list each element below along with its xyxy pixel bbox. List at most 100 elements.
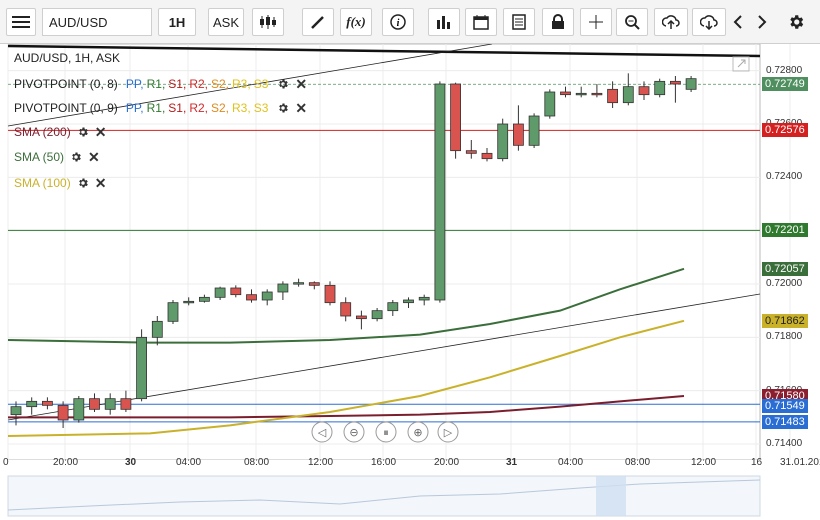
legend-level-r2: R2, bbox=[189, 77, 208, 91]
time-tick: 08:00 bbox=[244, 457, 270, 468]
close-icon[interactable]: ✕ bbox=[88, 148, 100, 165]
legend-pivot-9: PIVOTPOINT (0, 9) PP, R1, S1, R2, S2, R3, S3 ✕ bbox=[14, 100, 307, 116]
candle-body bbox=[151, 320, 163, 338]
trend-lines bbox=[7, 44, 761, 421]
close-icon[interactable]: ✕ bbox=[295, 99, 308, 116]
candle-body bbox=[26, 400, 38, 408]
candle-body bbox=[89, 398, 100, 410]
time-tick: 04:00 bbox=[558, 457, 584, 468]
prev-icon bbox=[733, 15, 742, 29]
gear-icon[interactable] bbox=[277, 102, 289, 114]
nav-first-icon bbox=[311, 421, 333, 443]
time-tick: 31 bbox=[506, 457, 518, 468]
chart-type-button[interactable] bbox=[252, 8, 284, 36]
svg-text:i: i bbox=[397, 18, 400, 29]
legend-sma-200: SMA (200) ✕ bbox=[14, 124, 106, 140]
price-type-button[interactable]: ASK bbox=[208, 8, 244, 36]
candle-body bbox=[528, 115, 540, 146]
candle-body bbox=[497, 123, 509, 160]
news-button[interactable] bbox=[503, 8, 535, 36]
upload-button[interactable] bbox=[654, 8, 688, 36]
timeframe-button[interactable]: 1H bbox=[158, 8, 196, 36]
menu-button[interactable] bbox=[6, 8, 36, 36]
gear-icon[interactable] bbox=[70, 151, 82, 163]
candle-body bbox=[403, 299, 414, 304]
info-button[interactable]: i bbox=[382, 8, 414, 36]
candle-body bbox=[481, 152, 493, 160]
candle-body bbox=[246, 294, 257, 301]
zoom-button[interactable] bbox=[616, 8, 648, 36]
calendar-button[interactable] bbox=[465, 8, 497, 36]
nav-first-icon-glyph: ◁ bbox=[318, 426, 327, 439]
candle-body bbox=[450, 83, 462, 152]
navigator[interactable]: ◁ ⊖ ⏸ ⊕ ▷ bbox=[7, 421, 761, 517]
time-tick: 04:00 bbox=[176, 457, 202, 468]
navigator-strip bbox=[7, 475, 761, 517]
close-icon[interactable]: ✕ bbox=[94, 174, 107, 191]
close-icon[interactable]: ✕ bbox=[94, 123, 107, 140]
settings-button[interactable] bbox=[782, 8, 810, 36]
next-button[interactable] bbox=[752, 8, 772, 36]
lock-button[interactable] bbox=[542, 8, 574, 36]
trend-line-upper bbox=[7, 44, 493, 127]
sma-50-line bbox=[7, 267, 685, 344]
legend-label: PIVOTPOINT (0, 9) bbox=[14, 101, 118, 115]
chart-area[interactable]: ◁ ⊖ ⏸ ⊕ ▷ AUD/USD, 1H, ASK PIVOTPOINT (0, 8)… bbox=[0, 44, 820, 520]
bars-button[interactable] bbox=[428, 8, 460, 36]
legend-label: PIVOTPOINT (0, 8) bbox=[14, 77, 118, 91]
candle-body bbox=[277, 283, 289, 293]
fx-button[interactable]: f(x) bbox=[340, 8, 372, 36]
candle-body bbox=[324, 284, 336, 304]
candle-body bbox=[261, 291, 273, 301]
candle-body bbox=[230, 287, 242, 296]
gear-icon[interactable] bbox=[77, 126, 89, 138]
crosshair-icon bbox=[589, 15, 603, 29]
time-tick: 16:00 bbox=[371, 457, 397, 468]
time-tick: 08:00 bbox=[625, 457, 651, 468]
download-button[interactable] bbox=[692, 8, 726, 36]
candle-body bbox=[42, 400, 53, 406]
candle-body bbox=[654, 80, 666, 96]
draw-icon bbox=[311, 16, 324, 29]
bars-icon bbox=[437, 16, 450, 29]
legend-level-r2: R2, bbox=[189, 101, 208, 115]
nav-next-icon-glyph: ▷ bbox=[444, 426, 453, 439]
chart-canvas[interactable]: ◁ ⊖ ⏸ ⊕ ▷ bbox=[0, 44, 820, 520]
price-tick: 0.72000 bbox=[766, 278, 803, 289]
candle-body bbox=[465, 150, 477, 154]
candle-body bbox=[73, 398, 85, 421]
candle-body bbox=[434, 83, 446, 301]
crosshair-button[interactable] bbox=[580, 8, 612, 36]
legend-level-s1: S1, bbox=[168, 77, 187, 91]
calendar-icon bbox=[473, 15, 489, 30]
candle-body bbox=[607, 88, 618, 104]
lock-icon bbox=[552, 14, 564, 29]
time-tick: 12:00 bbox=[691, 457, 717, 468]
legend-label: SMA (50) bbox=[14, 150, 65, 164]
price-tick: 0.71800 bbox=[766, 331, 803, 343]
price-label: 0.71549 bbox=[762, 399, 808, 414]
price-label: 0.72201 bbox=[762, 223, 808, 238]
settings-icon bbox=[790, 15, 804, 29]
prev-button[interactable] bbox=[728, 8, 748, 36]
symbol-input[interactable] bbox=[42, 8, 152, 36]
nav-next-icon bbox=[437, 421, 459, 443]
gear-icon[interactable] bbox=[77, 177, 89, 189]
price-tick: 0.71400 bbox=[766, 438, 803, 449]
navigator-window bbox=[596, 476, 626, 516]
menu-icon bbox=[12, 16, 30, 28]
close-icon[interactable]: ✕ bbox=[295, 75, 308, 92]
gear-icon[interactable] bbox=[277, 78, 289, 90]
candle-body bbox=[340, 302, 352, 317]
candle-body bbox=[670, 80, 681, 85]
candle-body bbox=[685, 78, 697, 90]
time-tick: 31.01.2019 bbox=[780, 457, 820, 468]
zoom-out-icon bbox=[343, 421, 365, 443]
time-tick: 12:00 bbox=[308, 457, 334, 468]
zoom-icon bbox=[625, 15, 640, 30]
draw-button[interactable] bbox=[302, 8, 334, 36]
expand-icon[interactable] bbox=[732, 56, 750, 72]
legend-level-s2: S2, bbox=[211, 77, 230, 91]
candle-body bbox=[214, 287, 226, 298]
candle-body bbox=[104, 398, 116, 410]
